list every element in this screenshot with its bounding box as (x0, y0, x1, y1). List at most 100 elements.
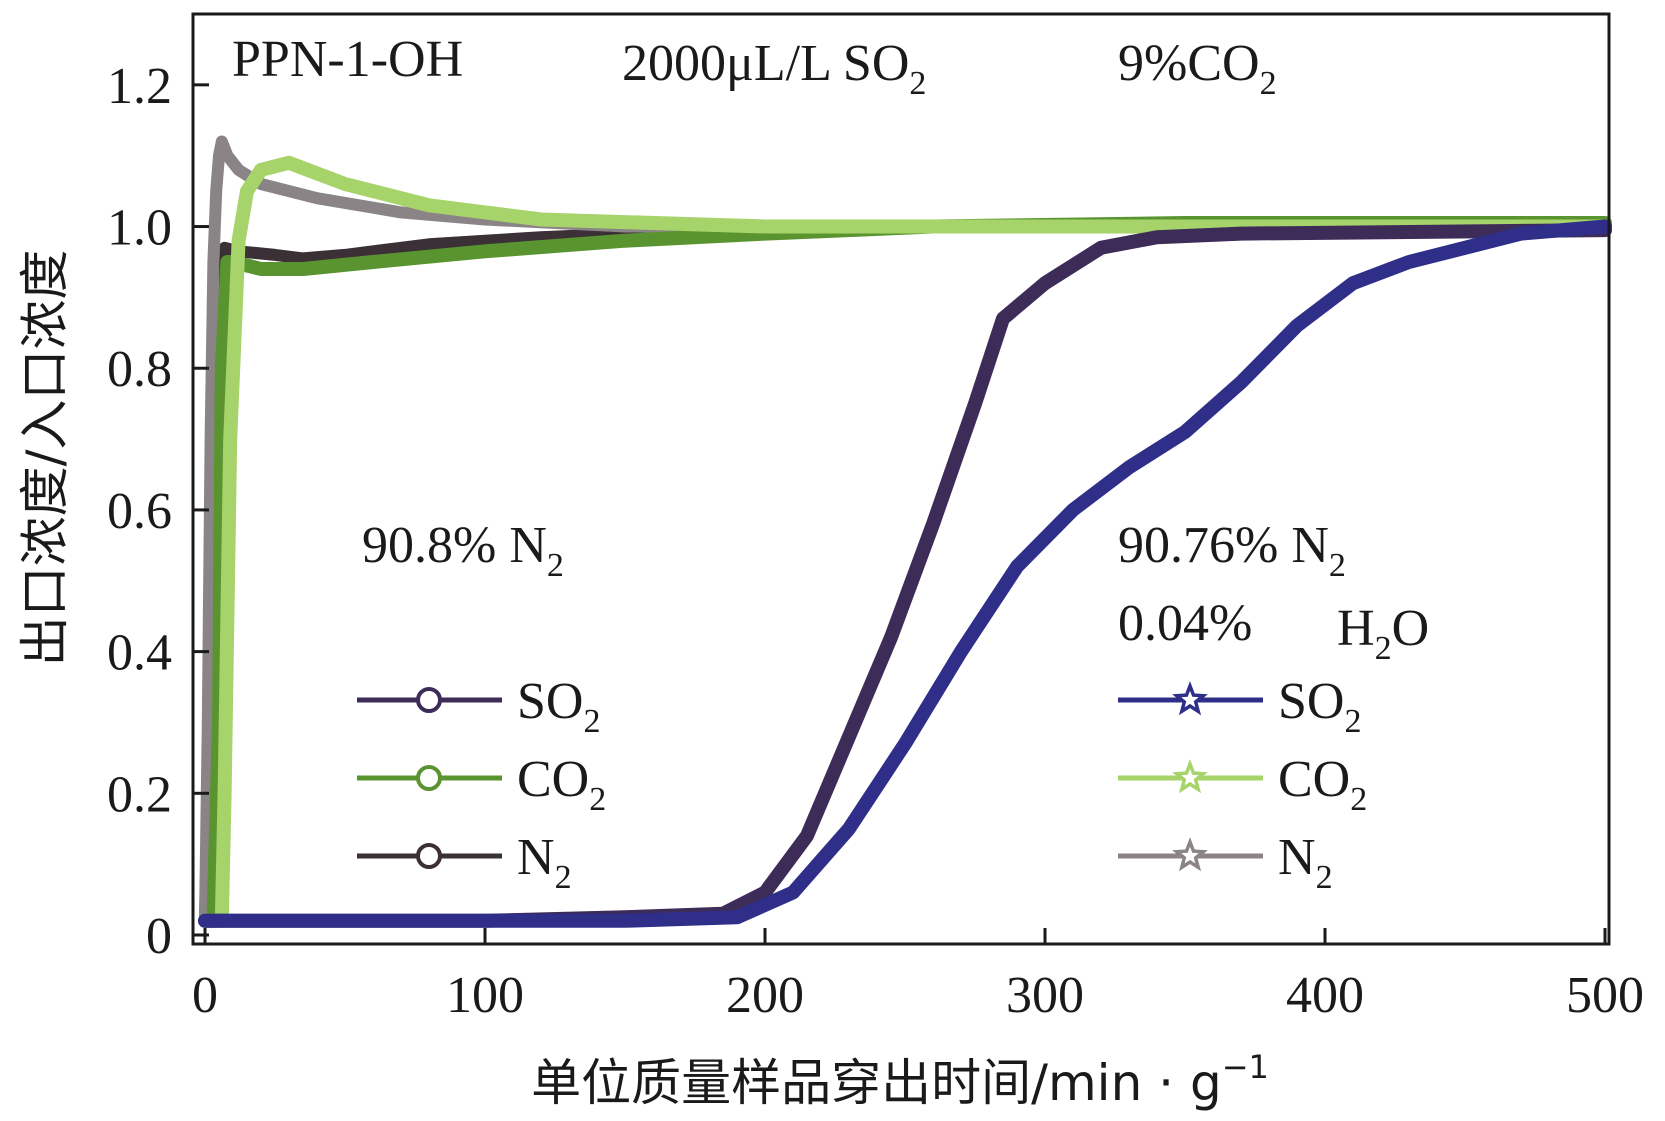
data-point-wet-co2 (245, 189, 249, 194)
legend-item-co2: CO2 (357, 751, 606, 818)
y-tick-label: 0.6 (107, 483, 172, 540)
x-axis-label: 单位质量样品穿出时间/min · g−1 (531, 1048, 1269, 1112)
annotation-sample: PPN-1-OH (232, 31, 463, 88)
data-point-dry-co2 (371, 260, 375, 264)
data-point-wet-n2 (214, 189, 219, 194)
data-point-dry-so2 (1099, 245, 1103, 250)
data-point-dry-n2 (273, 252, 277, 257)
data-point-dry-so2 (1043, 281, 1047, 286)
annotation-so2-conc: 2000μL/L SO2 (622, 35, 926, 102)
data-point-wet-co2 (763, 224, 767, 229)
legend-item-so2: SO2 (357, 673, 600, 740)
data-point-wet-n2 (236, 167, 241, 172)
data-point-wet-co2 (236, 238, 241, 243)
data-point-wet-co2 (427, 203, 431, 208)
data-point-dry-n2 (222, 245, 227, 250)
legend-marker-star (1172, 837, 1208, 872)
annotation-dry-n2-sub: 2 (547, 547, 564, 584)
legend-label: CO2 (517, 751, 606, 818)
x-axis-label-sup: −1 (1222, 1048, 1269, 1086)
data-point-wet-so2 (1183, 430, 1187, 434)
data-point-wet-so2 (1015, 564, 1019, 569)
series-layer (198, 135, 1612, 928)
data-point-wet-so2 (203, 918, 207, 923)
data-point-wet-n2 (211, 260, 216, 264)
data-point-dry-n2 (539, 235, 543, 240)
x-tick-label: 0 (192, 967, 218, 1024)
legend-item-co2: CO2 (1118, 751, 1367, 818)
series-wet-co2 (198, 155, 1612, 928)
annotation-wet-h2o-pct: 0.04% (1118, 595, 1252, 652)
series-wet-so2 (198, 219, 1612, 928)
legend-label: CO2 (1278, 751, 1367, 818)
data-point-dry-so2 (931, 522, 935, 527)
series-dry-so2 (198, 223, 1612, 928)
data-point-dry-so2 (1001, 316, 1005, 321)
data-point-dry-so2 (1239, 231, 1243, 236)
y-tick-label: 1.2 (107, 58, 172, 115)
annotation-wet-h2o-sub: 2 (1375, 630, 1392, 667)
legend-label-main: N (517, 829, 555, 886)
data-point-dry-co2 (483, 249, 487, 254)
x-tick-label: 400 (1286, 967, 1364, 1024)
data-point-dry-co2 (623, 238, 627, 243)
plot-frame (191, 12, 1611, 946)
data-point-wet-so2 (1295, 323, 1299, 328)
x-axis-label-main: 单位质量样品穿出时间/min · g (531, 1054, 1222, 1112)
annotation-so2-conc-main: 2000μL/L SO (622, 35, 909, 92)
data-point-wet-so2 (1127, 465, 1131, 470)
annotation-dry-n2: 90.8% N2 (362, 517, 564, 584)
legend-label-sub: 2 (589, 781, 606, 818)
annotation-wet-h2o-b: O (1392, 600, 1430, 657)
legend-marker-star (1172, 681, 1208, 716)
legend-marker-circle (416, 843, 442, 869)
data-point-wet-so2 (1603, 224, 1607, 229)
annotation-wet-n2-sub: 2 (1329, 547, 1346, 584)
legend-label: SO2 (1278, 673, 1361, 740)
data-point-dry-so2 (1155, 235, 1159, 240)
legend-label-main: SO (1278, 673, 1344, 730)
legend-label-sub: 2 (1350, 781, 1367, 818)
data-point-wet-n2 (208, 437, 213, 442)
data-point-wet-n2 (217, 153, 221, 158)
legend-marker-star (1172, 759, 1208, 794)
data-point-dry-co2 (259, 267, 263, 271)
annotation-co2-conc-main: 9%CO (1118, 35, 1260, 92)
data-point-wet-so2 (1463, 245, 1467, 250)
data-point-wet-co2 (1043, 224, 1047, 229)
data-point-wet-n2 (315, 196, 319, 201)
annotation-wet-h2o: H2O (1337, 600, 1429, 667)
data-point-wet-co2 (228, 437, 233, 442)
data-point-dry-co2 (301, 267, 305, 271)
data-point-dry-n2 (427, 242, 431, 247)
data-point-wet-n2 (205, 720, 210, 725)
data-point-dry-co2 (219, 366, 224, 371)
legend-item-so2: SO2 (1118, 673, 1361, 740)
data-point-wet-n2 (399, 210, 403, 215)
data-point-wet-co2 (259, 167, 263, 172)
y-tick-label: 1.0 (107, 200, 172, 257)
data-point-wet-co2 (539, 217, 543, 222)
annotation-co2-conc: 9%CO2 (1118, 35, 1277, 102)
data-point-wet-so2 (343, 918, 347, 923)
data-point-wet-n2 (219, 139, 224, 144)
data-point-dry-so2 (805, 833, 809, 838)
data-point-dry-so2 (973, 401, 977, 406)
data-point-wet-co2 (222, 791, 227, 796)
annotation-wet-n2: 90.76% N2 (1118, 517, 1346, 584)
data-point-wet-so2 (1407, 260, 1411, 264)
x-tick-label: 200 (726, 967, 804, 1024)
y-tick-label: 0.4 (107, 625, 172, 682)
data-point-wet-so2 (791, 890, 795, 895)
legend-label-sub: 2 (555, 859, 572, 896)
annotation-wet-n2-main: 90.76% N (1118, 517, 1329, 574)
legend-label-main: CO (1278, 751, 1350, 808)
legend-label: SO2 (517, 673, 600, 740)
legend-label: N2 (517, 829, 572, 896)
data-point-wet-so2 (903, 741, 907, 746)
legend-label-sub: 2 (1316, 859, 1333, 896)
data-point-wet-so2 (1519, 231, 1523, 236)
legend-marker-circle (416, 765, 442, 791)
